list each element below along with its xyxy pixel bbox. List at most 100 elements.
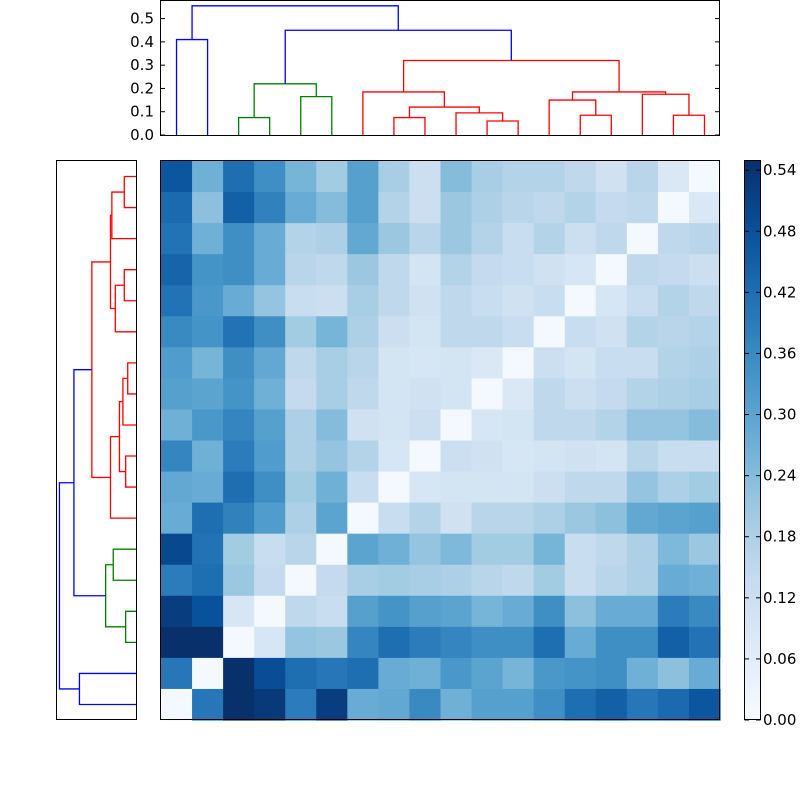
heatmap-cell bbox=[471, 471, 504, 504]
heatmap-cell bbox=[409, 626, 442, 659]
heatmap-cell bbox=[657, 688, 690, 721]
heatmap-cell bbox=[378, 502, 411, 535]
colorbar-tick-label: 0.00 bbox=[763, 711, 796, 729]
heatmap-cell bbox=[316, 161, 348, 193]
heatmap-cell bbox=[533, 378, 566, 411]
heatmap-cell bbox=[595, 285, 628, 317]
heatmap-cell bbox=[223, 285, 255, 317]
heatmap-cell bbox=[223, 626, 255, 659]
heatmap-cell bbox=[688, 409, 721, 442]
heatmap-cell bbox=[626, 378, 659, 411]
heatmap-cell bbox=[347, 409, 379, 442]
heatmap-cell bbox=[564, 502, 597, 535]
heatmap-cell bbox=[192, 626, 224, 659]
heatmap-cell bbox=[595, 316, 628, 348]
heatmap-cell bbox=[285, 316, 317, 348]
heatmap-cell bbox=[409, 192, 442, 224]
heatmap-cell bbox=[254, 378, 286, 411]
heatmap-cell bbox=[316, 688, 348, 721]
heatmap-cell bbox=[657, 502, 690, 535]
heatmap-cell bbox=[316, 471, 348, 504]
heatmap-cell bbox=[471, 657, 504, 690]
heatmap-cell bbox=[688, 223, 721, 255]
heatmap-cell bbox=[533, 440, 566, 473]
column-dendrogram-y-axis: 0.0 0.1 0.2 0.3 0.4 0.5 bbox=[130, 10, 720, 144]
heatmap-cell bbox=[192, 657, 224, 690]
heatmap-cell bbox=[657, 378, 690, 411]
heatmap-cell bbox=[223, 471, 255, 504]
heatmap-cell bbox=[192, 254, 224, 286]
heatmap-cell bbox=[223, 440, 255, 473]
heatmap-cell bbox=[316, 192, 348, 224]
dendrogram-link bbox=[362, 91, 446, 135]
heatmap-cell bbox=[192, 192, 224, 224]
colorbar-tick-label: 0.18 bbox=[763, 528, 796, 546]
heatmap-cell bbox=[688, 192, 721, 224]
heatmap-cell bbox=[316, 285, 348, 317]
heatmap-cell bbox=[285, 378, 317, 411]
heatmap-cell bbox=[347, 285, 379, 317]
heatmap-cell bbox=[502, 409, 535, 442]
heatmap-cell bbox=[626, 688, 659, 721]
heatmap-cell bbox=[347, 564, 379, 597]
dendrogram-link bbox=[579, 114, 612, 135]
heatmap-cell bbox=[533, 533, 566, 566]
dendrogram-link bbox=[114, 284, 136, 333]
colorbar-tick-label: 0.12 bbox=[763, 589, 796, 607]
heatmap-cell bbox=[409, 502, 442, 535]
dendrogram-link bbox=[486, 120, 519, 135]
heatmap-cell bbox=[626, 595, 659, 628]
y-tick-label: 0.0 bbox=[130, 126, 154, 144]
heatmap-cell bbox=[626, 223, 659, 255]
heatmap-cell bbox=[595, 564, 628, 597]
heatmap-cell bbox=[409, 688, 442, 721]
heatmap-cell bbox=[378, 440, 411, 473]
dendrogram-link bbox=[58, 482, 80, 690]
heatmap-cell bbox=[192, 688, 224, 721]
heatmap-cell bbox=[223, 595, 255, 628]
heatmap-cell bbox=[409, 409, 442, 442]
heatmap-cell bbox=[378, 657, 411, 690]
heatmap-cell bbox=[502, 347, 535, 379]
heatmap-cell bbox=[533, 564, 566, 597]
dendrogram-link bbox=[78, 672, 136, 706]
heatmap-cell bbox=[316, 347, 348, 379]
heatmap-cell bbox=[440, 161, 473, 193]
heatmap-cell bbox=[378, 409, 411, 442]
heatmap-cell bbox=[347, 471, 379, 504]
y-tick-label: 0.3 bbox=[130, 56, 154, 74]
heatmap-cell bbox=[285, 626, 317, 659]
heatmap-cell bbox=[378, 378, 411, 411]
dendrogram-link bbox=[105, 564, 126, 628]
dendrogram-link bbox=[393, 116, 426, 135]
heatmap-cell bbox=[688, 378, 721, 411]
column-dendrogram-frame bbox=[160, 0, 720, 136]
heatmap-cell bbox=[161, 595, 193, 628]
colorbar-tick-label: 0.48 bbox=[763, 222, 796, 240]
heatmap-cell bbox=[688, 440, 721, 473]
heatmap-cell bbox=[347, 657, 379, 690]
heatmap-cell bbox=[285, 688, 317, 721]
heatmap-cell bbox=[285, 564, 317, 597]
heatmap-cell bbox=[316, 409, 348, 442]
heatmap-cell bbox=[533, 688, 566, 721]
heatmap-cell bbox=[378, 564, 411, 597]
heatmap-cell bbox=[471, 316, 504, 348]
heatmap-cell bbox=[254, 316, 286, 348]
heatmap-cell bbox=[564, 347, 597, 379]
heatmap-cell bbox=[161, 347, 193, 379]
heatmap-cell bbox=[285, 347, 317, 379]
heatmap-cell bbox=[595, 223, 628, 255]
heatmap-cell bbox=[564, 316, 597, 348]
heatmap-cell bbox=[316, 378, 348, 411]
heatmap-cell bbox=[161, 688, 193, 721]
heatmap-cell bbox=[626, 347, 659, 379]
heatmap-cell bbox=[626, 192, 659, 224]
colorbar-ticks: 0.00 0.06 0.12 0.18 0.24 0.30 0.36 0.42 0.48 0.54 bbox=[744, 161, 796, 729]
heatmap-cell bbox=[285, 254, 317, 286]
heatmap-cell bbox=[192, 440, 224, 473]
row-dendrogram-links bbox=[58, 175, 136, 706]
heatmap-cell bbox=[626, 657, 659, 690]
heatmap-cell bbox=[564, 626, 597, 659]
